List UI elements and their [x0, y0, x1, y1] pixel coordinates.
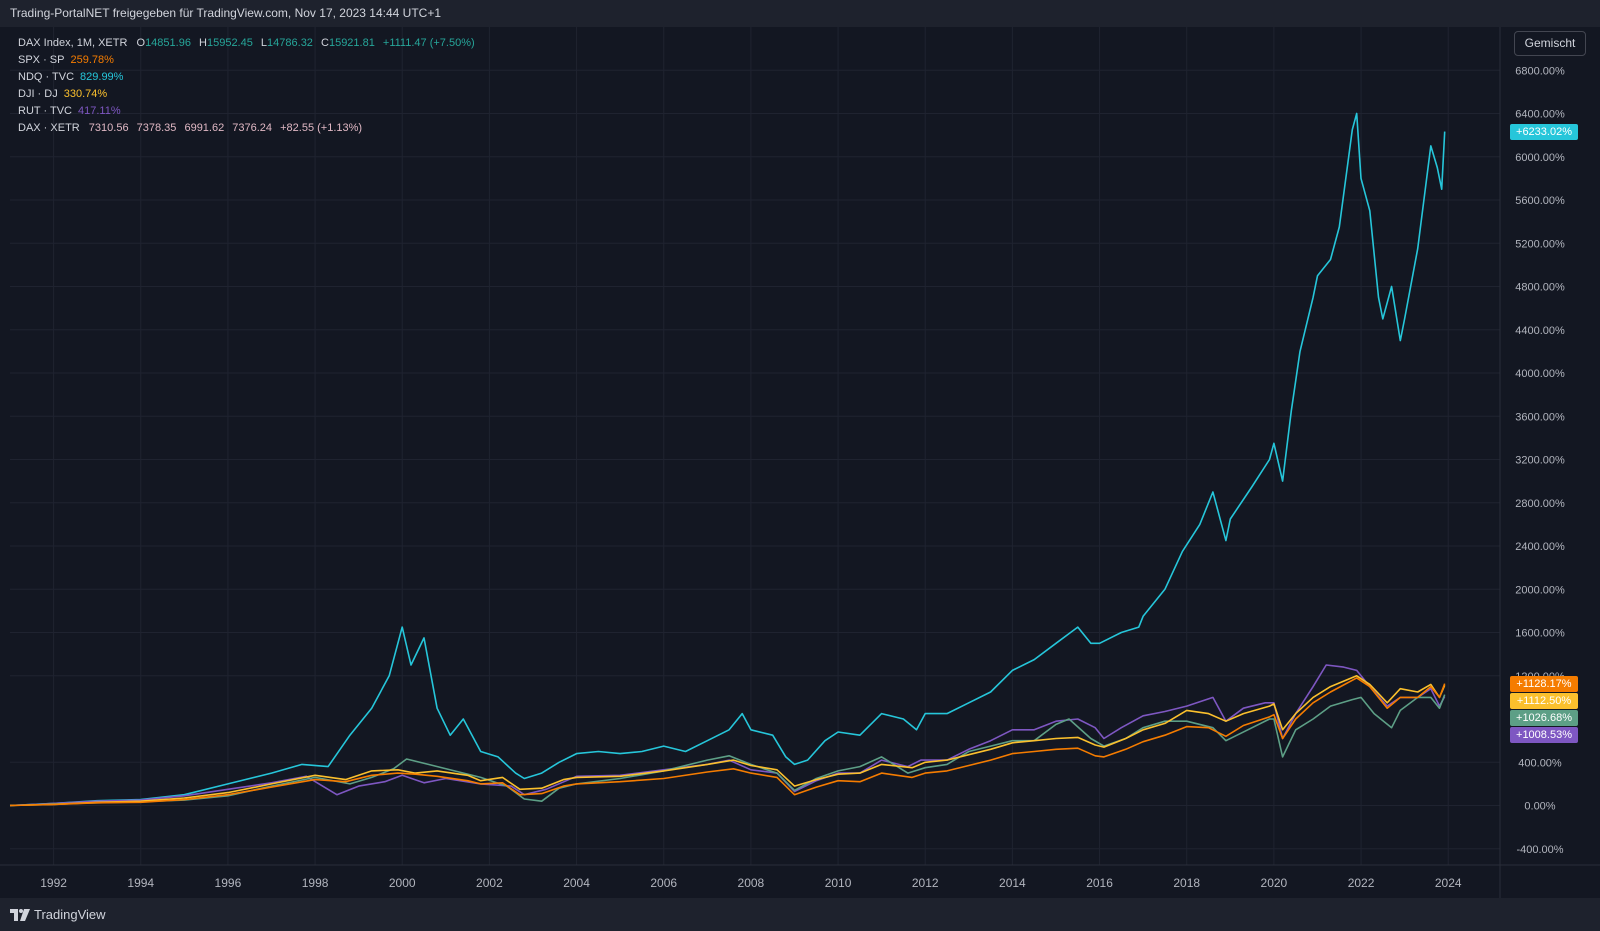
- x-tick-label: 1994: [127, 876, 154, 890]
- y-tick-label: 4800.00%: [1515, 282, 1565, 294]
- legend-main-symbol: DAX Index, 1M, XETR: [18, 37, 128, 49]
- x-tick-label: 2018: [1173, 876, 1200, 890]
- legend-value: 417.11%: [78, 105, 121, 117]
- x-axis: 1992 1994 1996 1998 2000 2002 2004 2006 2008 2010…: [0, 864, 1600, 890]
- legend: DAX Index, 1M, XETR O14851.96 H15952.45 …: [18, 35, 480, 137]
- x-tick-label: 2012: [912, 876, 939, 890]
- close-key: C: [321, 37, 329, 49]
- legend-row-ndq[interactable]: NDQ · TVC 829.99%: [18, 69, 480, 86]
- legend-main-row[interactable]: DAX Index, 1M, XETR O14851.96 H15952.45 …: [18, 35, 480, 52]
- y-tick-label: 2800.00%: [1515, 498, 1565, 510]
- dax-open: 7310.56: [88, 122, 129, 134]
- y-tick-label: 2000.00%: [1515, 584, 1565, 596]
- x-tick-label: 2016: [1086, 876, 1113, 890]
- x-tick-label: 2010: [825, 876, 852, 890]
- change-value: +1111.47 (+7.50%): [382, 37, 475, 49]
- series-line-dji: [9, 675, 1446, 807]
- x-tick-label: 2004: [563, 876, 590, 890]
- price-badge: +6233.02%: [1510, 123, 1578, 140]
- y-tick-label: 2400.00%: [1515, 541, 1565, 553]
- dax-low: 6991.62: [184, 122, 225, 134]
- legend-value: 259.78%: [70, 54, 114, 66]
- tradingview-logo-icon: [10, 908, 30, 921]
- header-title: Trading-PortalNET freigegeben für Tradin…: [10, 6, 442, 20]
- series-line-rut: [9, 664, 1446, 807]
- price-badge: +1128.17%: [1510, 675, 1578, 692]
- chart-grid: [10, 27, 1500, 865]
- legend-symbol: SPX · SP: [18, 54, 65, 66]
- y-tick-label: 0.00%: [1524, 801, 1555, 813]
- x-tick-label: 2008: [738, 876, 765, 890]
- x-tick-label: 2020: [1261, 876, 1288, 890]
- x-tick-label: 1992: [40, 876, 67, 890]
- tradingview-logo[interactable]: TradingView: [10, 898, 106, 931]
- dax-change: +82.55 (+1.13%): [280, 122, 363, 134]
- high-key: H: [199, 37, 207, 49]
- legend-value: 829.99%: [80, 71, 124, 83]
- series-line-dax: [9, 694, 1446, 807]
- legend-row-dji[interactable]: DJI · DJ 330.74%: [18, 86, 480, 103]
- legend-symbol: RUT · TVC: [18, 105, 72, 117]
- close-value: 15921.81: [328, 37, 375, 49]
- price-badge: +1008.53%: [1510, 726, 1578, 743]
- y-tick-label: 6800.00%: [1515, 65, 1565, 77]
- x-tick-label: 2014: [999, 876, 1026, 890]
- open-value: 14851.96: [145, 37, 191, 49]
- y-tick-label: 5600.00%: [1515, 195, 1565, 207]
- x-tick-label: 2024: [1435, 876, 1462, 890]
- legend-symbol: DAX · XETR: [18, 122, 80, 134]
- y-tick-label: 6400.00%: [1515, 109, 1565, 121]
- legend-row-rut[interactable]: RUT · TVC 417.11%: [18, 103, 480, 120]
- x-tick-label: 1996: [215, 876, 242, 890]
- price-chart[interactable]: 6800.00% 6400.00% 6000.00% 5600.00% 5200.00%…: [0, 27, 1600, 898]
- chart-series: [9, 112, 1446, 807]
- y-tick-label: 4400.00%: [1515, 325, 1565, 337]
- chart-area[interactable]: 6800.00% 6400.00% 6000.00% 5600.00% 5200.00%…: [0, 27, 1600, 898]
- x-tick-label: 2002: [476, 876, 503, 890]
- y-tick-label: 5200.00%: [1515, 238, 1565, 250]
- scale-mode-button[interactable]: Gemischt: [1514, 31, 1586, 56]
- series-line-spx: [9, 677, 1446, 807]
- x-tick-label: 2000: [389, 876, 416, 890]
- price-badge: +1026.68%: [1510, 709, 1578, 726]
- legend-symbol: NDQ · TVC: [18, 71, 75, 83]
- high-value: 15952.45: [206, 37, 253, 49]
- x-tick-label: 1998: [302, 876, 329, 890]
- footer: TradingView: [0, 898, 1600, 931]
- y-tick-label: 3600.00%: [1515, 411, 1565, 423]
- brand-name: TradingView: [34, 907, 106, 922]
- open-key: O: [136, 37, 146, 49]
- x-tick-label: 2006: [650, 876, 677, 890]
- y-tick-label: 6000.00%: [1515, 152, 1565, 164]
- y-tick-label: 400.00%: [1518, 757, 1562, 769]
- price-badge: +1112.50%: [1510, 692, 1578, 709]
- y-tick-label: 3200.00%: [1515, 455, 1565, 467]
- x-tick-label: 2022: [1348, 876, 1375, 890]
- low-key: L: [260, 37, 268, 49]
- y-axis: 6800.00% 6400.00% 6000.00% 5600.00% 5200.00%…: [1499, 27, 1565, 898]
- dax-close: 7376.24: [232, 122, 273, 134]
- legend-row-dax[interactable]: DAX · XETR 7310.56 7378.35 6991.62 7376.…: [18, 120, 480, 137]
- legend-symbol: DJI · DJ: [18, 88, 58, 100]
- y-tick-label: 4000.00%: [1515, 368, 1565, 380]
- low-value: 14786.32: [267, 37, 313, 49]
- legend-row-spx[interactable]: SPX · SP 259.78%: [18, 52, 480, 69]
- dax-high: 7378.35: [136, 122, 177, 134]
- y-tick-label: -400.00%: [1516, 844, 1563, 856]
- legend-value: 330.74%: [63, 88, 108, 100]
- series-line-ndq: [9, 112, 1446, 807]
- chart-header: Trading-PortalNET freigegeben für Tradin…: [0, 0, 1600, 27]
- y-tick-label: 1600.00%: [1515, 628, 1565, 640]
